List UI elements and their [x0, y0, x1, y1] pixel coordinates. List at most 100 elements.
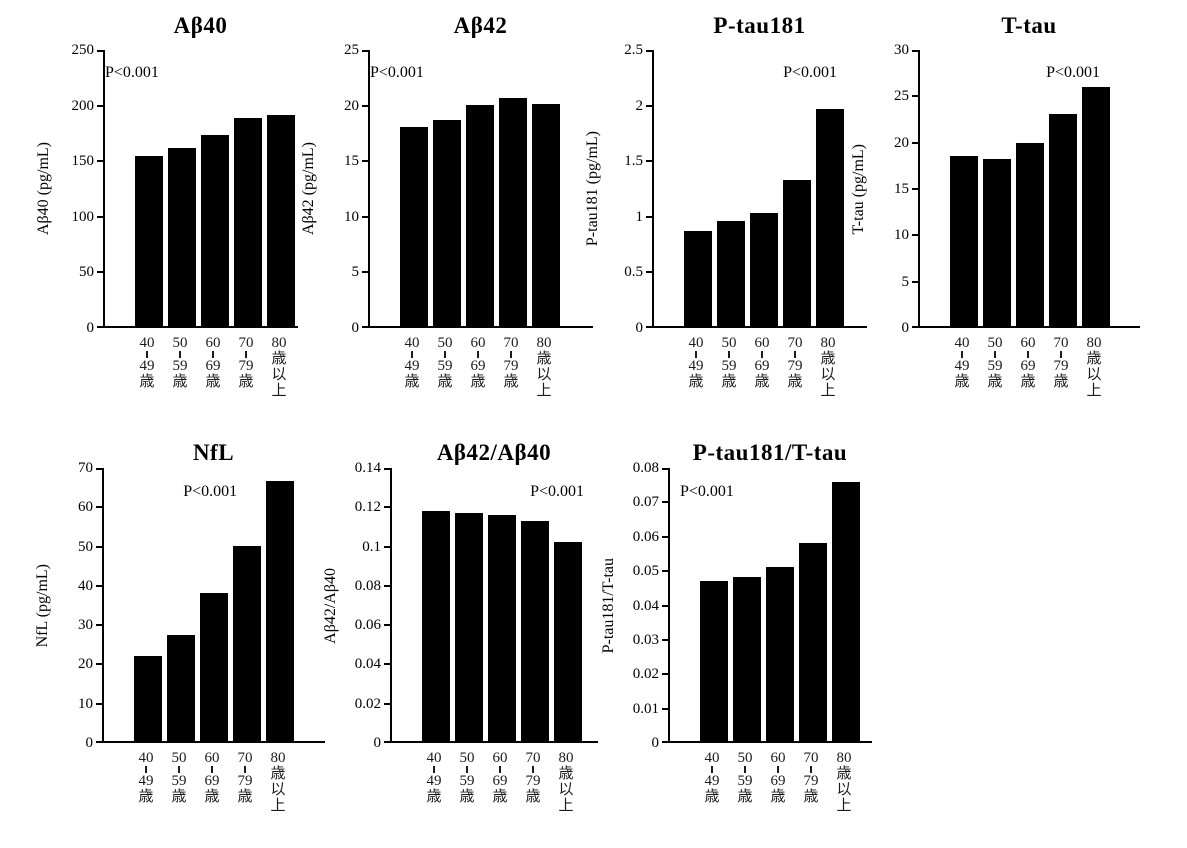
y-axis-label-column: P-tau181 (pg/mL) [582, 50, 604, 328]
x-axis-label: 70 79 歳 [237, 750, 253, 805]
p-value-annotation: P<0.001 [530, 483, 584, 500]
y-tick-label: 0 [351, 320, 360, 336]
x-axis-label: 40 49 歳 [138, 750, 154, 805]
bar-40-49歳 [134, 656, 162, 741]
y-tick-label: 50 [79, 264, 94, 281]
y-tick-label: 0 [86, 320, 95, 336]
y-tick-label: 70 [78, 460, 93, 476]
y-tick-mark [384, 663, 390, 666]
x-axis-label: 60 69 歳 [204, 750, 220, 805]
p-value-annotation: P<0.001 [1046, 64, 1100, 81]
y-axis-label: T-tau (pg/mL) [850, 143, 867, 235]
y-tick-mark [362, 215, 368, 218]
bar-40-49歳 [135, 156, 163, 326]
x-axis-label: 60 69 歳 [205, 335, 221, 390]
x-axis-label: 60 69 歳 [770, 750, 786, 805]
y-tick-label: 2 [635, 97, 644, 114]
y-tick-label: 0 [373, 735, 382, 751]
chart-title: Aβ40 [173, 13, 228, 38]
x-axis-labels: 40 49 歳 50 59 歳 60 69 歳 70 79 歳 80 歳以上 [682, 335, 867, 399]
y-tick-label: 100 [71, 208, 95, 225]
y-axis-ticks: 0 5 10 15 20 25 30 [870, 42, 918, 336]
bar-50-59歳 [168, 148, 196, 326]
y-axis-ticks: 0 50 100 150 200 250 [55, 42, 103, 336]
x-axis-label: 70 79 歳 [238, 335, 254, 390]
x-axis-labels: 40 49 歳 50 59 歳 60 69 歳 70 79 歳 80 歳以上 [398, 335, 593, 399]
y-tick-mark [384, 624, 390, 627]
x-axis-label: 60 69 歳 [470, 335, 486, 390]
y-tick-mark [662, 570, 668, 573]
y-tick-mark [646, 104, 652, 107]
y-tick-mark [384, 468, 390, 470]
chart-ptau-ttau-ratio: P-tau181/T-tau P-tau181/T-tau 0 0.01 0.02 0… [598, 440, 872, 814]
y-axis-ticks: 0 0.01 0.02 0.03 0.04 0.05 0.06 0.07 0.08 [620, 460, 668, 751]
y-axis-label: NfL (pg/mL) [34, 563, 51, 648]
y-tick-mark [96, 506, 102, 509]
x-axis-label: 50 59 歳 [459, 750, 475, 805]
bar-group [950, 86, 1110, 326]
y-tick-mark [912, 280, 918, 283]
bar-80歳以上 [266, 481, 294, 741]
y-tick-mark [646, 326, 652, 328]
plot-area: P<0.001 [368, 50, 593, 328]
x-axis-label: 70 79 歳 [1053, 335, 1069, 390]
y-tick-mark [384, 545, 390, 548]
y-tick-mark [912, 188, 918, 190]
y-tick-label: 0 [901, 320, 910, 336]
y-tick-label: 0.02 [354, 695, 381, 712]
x-axis-label: 50 59 歳 [987, 335, 1003, 390]
y-tick-label: 1 [635, 208, 644, 225]
y-tick-mark [96, 702, 102, 705]
bar-40-49歳 [950, 155, 978, 326]
y-tick-mark [362, 104, 368, 107]
x-axis-labels: 40 49 歳 50 59 歳 60 69 歳 70 79 歳 80 歳以上 [948, 335, 1140, 399]
y-tick-mark [662, 604, 668, 607]
y-tick-label: 0.08 [632, 460, 659, 476]
bar-40-49歳 [422, 510, 450, 741]
y-tick-mark [646, 215, 652, 218]
y-tick-mark [384, 702, 390, 705]
y-tick-label: 0.03 [632, 631, 659, 648]
bar-70-79歳 [521, 520, 549, 741]
y-tick-label: 20 [344, 97, 359, 114]
y-tick-mark [97, 326, 103, 328]
chart-title: NfL [192, 440, 235, 465]
y-tick-mark [96, 584, 102, 587]
plot-area: P<0.001 [390, 468, 598, 743]
y-tick-mark [362, 271, 368, 274]
plot-area: P<0.001 [103, 50, 298, 328]
bar-group [684, 108, 844, 326]
x-axis-label: 40 49 歳 [426, 750, 442, 805]
y-tick-label: 0.08 [354, 577, 381, 594]
y-axis-label: P-tau181/T-tau [600, 557, 617, 654]
x-axis-label: 40 49 歳 [688, 335, 704, 390]
y-tick-label: 15 [894, 181, 909, 197]
x-axis-label: 40 49 歳 [954, 335, 970, 390]
chart-ab42: Aβ42 Aβ42 (pg/mL) 0 5 10 15 20 25 P<0.001 40 4… [298, 10, 593, 399]
bar-50-59歳 [433, 119, 461, 326]
y-tick-mark [97, 271, 103, 274]
bar-50-59歳 [455, 512, 483, 741]
p-value-annotation: P<0.001 [680, 483, 734, 500]
bar-60-69歳 [750, 213, 778, 326]
y-tick-mark [96, 545, 102, 548]
x-axis-labels: 40 49 歳 50 59 歳 60 69 歳 70 79 歳 80 歳以上 [133, 335, 298, 399]
bar-70-79歳 [233, 546, 261, 741]
x-axis-label: 40 49 歳 [139, 335, 155, 390]
x-axis-label: 80 歳以上 [820, 335, 836, 399]
bar-60-69歳 [201, 135, 229, 326]
y-tick-label: 0 [635, 320, 644, 336]
y-axis-ticks: 0 0.5 1 1.5 2 2.5 [604, 42, 652, 336]
y-tick-label: 250 [71, 42, 95, 58]
y-tick-label: 0.06 [632, 528, 659, 545]
y-axis-label-column: T-tau (pg/mL) [848, 50, 870, 328]
bar-group [134, 481, 294, 741]
y-tick-mark [646, 50, 652, 52]
bar-60-69歳 [466, 105, 494, 326]
y-tick-mark [662, 741, 668, 743]
y-tick-mark [662, 707, 668, 710]
x-axis-label: 50 59 歳 [171, 750, 187, 805]
y-tick-label: 5 [351, 264, 360, 281]
y-tick-label: 60 [78, 499, 93, 516]
y-tick-label: 25 [894, 88, 909, 105]
